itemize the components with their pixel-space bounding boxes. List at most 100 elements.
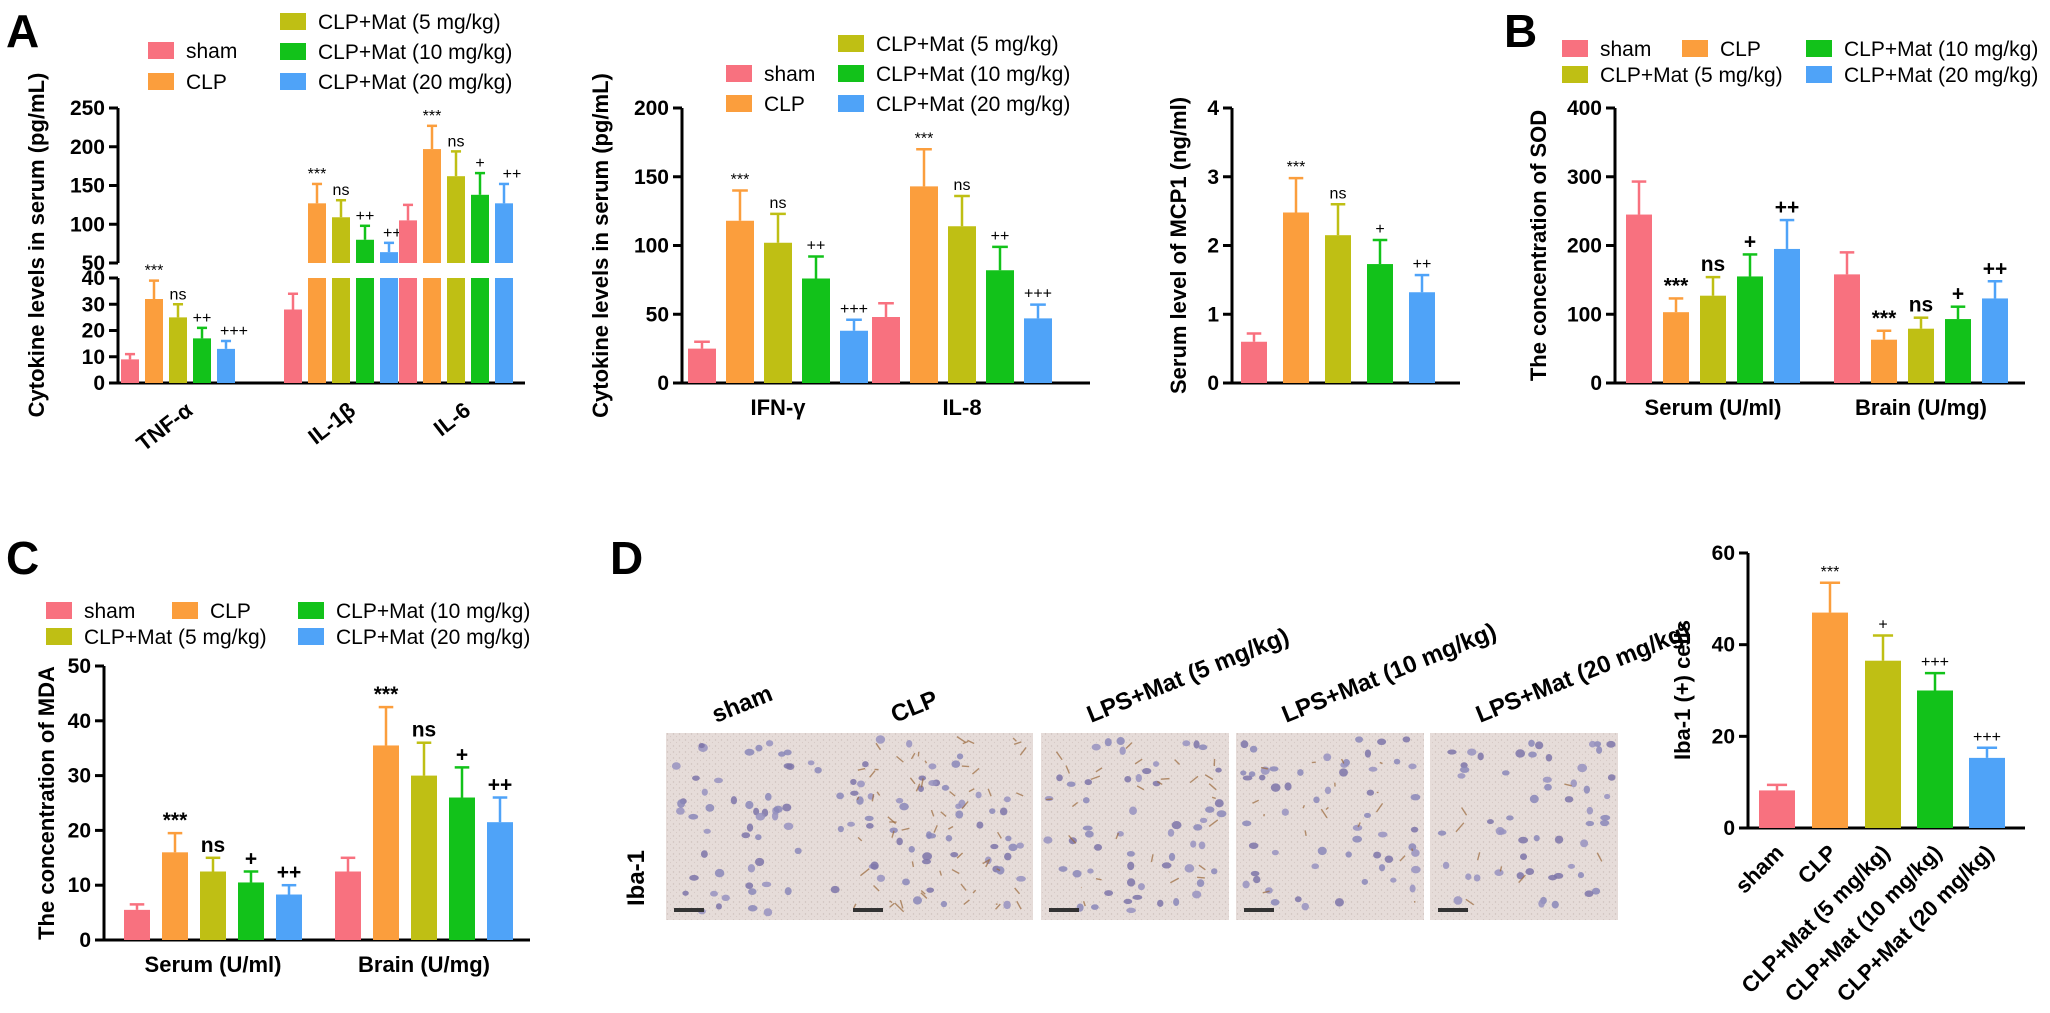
y-tick-label: 60: [1712, 542, 1735, 565]
microglia-process: [1174, 759, 1181, 766]
micrograph-column-label: CLP: [887, 686, 942, 729]
nucleus: [1551, 900, 1559, 909]
nucleus: [1545, 754, 1553, 762]
nucleus: [945, 835, 953, 842]
microglia-process: [1136, 785, 1145, 791]
microglia-process: [1065, 765, 1071, 774]
nucleus: [1402, 736, 1411, 743]
nucleus: [1554, 835, 1564, 844]
microglia-process: [1518, 874, 1526, 884]
x-tick-label: Brain (U/mg): [358, 952, 490, 977]
nucleus: [928, 780, 938, 786]
bar: [1871, 339, 1897, 383]
microglia-process: [1499, 866, 1503, 872]
nucleus: [1506, 815, 1514, 821]
microglia-process: [1095, 878, 1102, 881]
nucleus: [1084, 779, 1093, 786]
nucleus: [698, 743, 705, 749]
bar: [335, 871, 361, 940]
microglia-process: [1016, 900, 1022, 910]
legend-swatch: [298, 602, 324, 619]
nucleus: [1242, 775, 1253, 781]
bar: [986, 270, 1014, 383]
microglia-process: [1465, 898, 1475, 906]
legend-swatch: [172, 602, 198, 619]
legend-swatch: [148, 42, 174, 59]
y-tick-label: 50: [68, 655, 91, 678]
nucleus: [999, 807, 1008, 816]
nucleus: [850, 778, 857, 786]
significance-label: ***: [1664, 274, 1689, 297]
nucleus: [1265, 887, 1273, 894]
y-axis-title: The concentration of SOD: [1526, 110, 1551, 381]
microglia-process: [915, 783, 921, 792]
bar: [121, 359, 139, 383]
x-tick-label: IL-6: [429, 397, 475, 441]
significance-label: +++: [1973, 729, 2001, 746]
significance-label: ++: [991, 228, 1010, 245]
nucleus: [906, 739, 913, 748]
y-tick-label: 0: [1590, 372, 1602, 395]
nucleus: [1368, 766, 1378, 772]
nucleus: [1585, 820, 1595, 827]
legend-label: CLP+Mat (5 mg/kg): [318, 11, 501, 34]
bar: [308, 203, 326, 263]
nucleus: [671, 762, 681, 770]
microglia-process: [876, 791, 881, 796]
nucleus: [1135, 774, 1142, 783]
significance-label: +++: [220, 323, 248, 340]
y-tick-label: 300: [1567, 166, 1602, 189]
chart-cytokines-ifng-il8: 050100150200***ns+++++IFN-γ***ns+++++IL-…: [588, 33, 1090, 420]
bar: [332, 217, 350, 263]
microglia-process: [911, 861, 915, 868]
microglia-process: [891, 830, 895, 838]
nucleus: [730, 796, 738, 805]
nucleus: [688, 813, 699, 820]
nucleus: [1600, 819, 1610, 827]
nucleus: [1248, 842, 1259, 849]
nucleus: [1082, 797, 1090, 804]
nucleus: [1379, 864, 1386, 872]
nucleus: [1393, 758, 1401, 765]
nucleus: [1116, 831, 1124, 837]
bar: [495, 203, 513, 263]
legend-label: CLP+Mat (10 mg/kg): [318, 41, 512, 64]
nucleus: [1515, 749, 1526, 758]
nucleus: [1193, 824, 1203, 831]
nucleus: [1528, 739, 1535, 747]
nucleus: [1520, 853, 1528, 861]
y-tick-label: 100: [70, 213, 105, 236]
microglia-process: [1169, 877, 1180, 884]
nucleus: [1324, 786, 1332, 795]
nucleus: [1168, 852, 1176, 862]
nucleus: [1190, 840, 1197, 848]
bar: [802, 278, 830, 383]
microglia-process: [987, 788, 992, 797]
y-tick-label: 3: [1207, 166, 1219, 189]
microglia-process: [859, 868, 870, 877]
legend-swatch: [1806, 66, 1832, 83]
nucleus: [1198, 744, 1208, 751]
nucleus: [1008, 843, 1018, 852]
bar: [423, 278, 441, 383]
y-tick-label: 40: [1712, 634, 1735, 657]
y-tick-label: 30: [82, 293, 105, 316]
microglia-process: [949, 790, 956, 797]
significance-label: ns: [1701, 253, 1726, 276]
microglia-process: [960, 883, 967, 891]
microglia-process: [933, 825, 938, 833]
microglia-process: [1252, 799, 1260, 804]
microglia-process: [1134, 758, 1143, 765]
microglia-process: [962, 740, 969, 745]
nucleus: [866, 822, 874, 829]
nucleus: [1123, 898, 1133, 905]
nucleus: [746, 823, 754, 832]
nucleus: [925, 831, 933, 840]
nucleus: [1016, 842, 1024, 849]
significance-label: ++: [1983, 257, 2008, 280]
microglia-process: [1461, 807, 1468, 816]
bar: [356, 278, 374, 383]
bar: [764, 242, 792, 383]
legend-label: CLP+Mat (10 mg/kg): [1844, 38, 2038, 61]
y-tick-label: 0: [657, 372, 669, 395]
